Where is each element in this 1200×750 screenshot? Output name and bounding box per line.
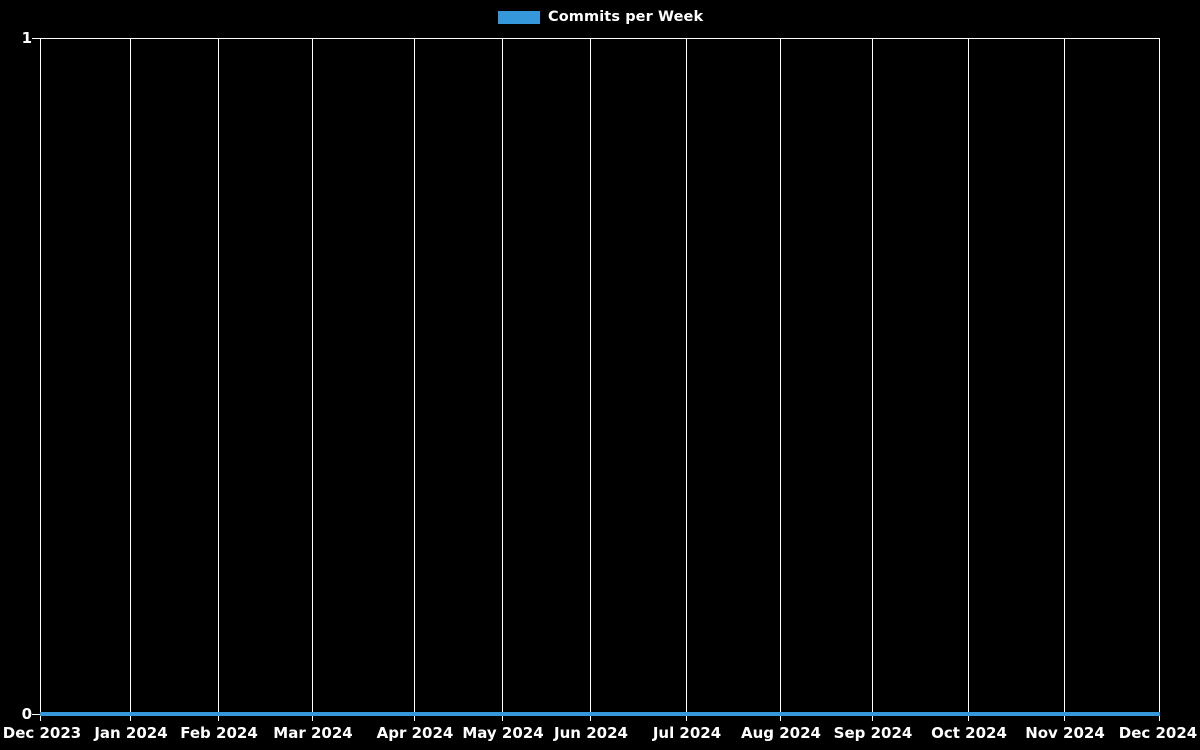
x-axis-tick-label-8: Aug 2024: [741, 724, 821, 742]
x-axis-tick-label-9: Sep 2024: [833, 724, 913, 742]
x-axis-tick-label-10: Oct 2024: [931, 724, 1007, 742]
x-axis-tick-1: [130, 714, 131, 721]
gridline-vertical-12: [1159, 38, 1160, 714]
gridline-vertical-2: [218, 38, 219, 714]
y-axis-tick-label-bottom: 0: [21, 705, 32, 723]
x-axis-tick-2: [218, 714, 219, 721]
gridline-vertical-7: [686, 38, 687, 714]
x-axis-tick-12: [1159, 714, 1160, 721]
x-axis-tick-6: [590, 714, 591, 721]
x-axis-tick-label-5: May 2024: [462, 724, 544, 742]
x-axis-labels: Dec 2023 Jan 2024 Feb 2024 Mar 2024 Apr …: [0, 726, 1200, 750]
x-axis-tick-label-12: Dec 2024: [1118, 724, 1198, 742]
x-axis-tick-9: [872, 714, 873, 721]
gridline-vertical-5: [502, 38, 503, 714]
gridline-vertical-11: [1064, 38, 1065, 714]
gridline-vertical-9: [872, 38, 873, 714]
x-axis-tick-label-11: Nov 2024: [1025, 724, 1105, 742]
series-line-commits-per-week: [40, 712, 1160, 716]
x-axis-tick-5: [502, 714, 503, 721]
y-axis-tick-label-top: 1: [21, 29, 32, 47]
x-axis-tick-label-1: Jan 2024: [94, 724, 168, 742]
y-axis-tick-mark-top: [32, 38, 40, 39]
x-axis-tick-3: [312, 714, 313, 721]
x-axis-tick-11: [1064, 714, 1065, 721]
x-axis-tick-label-0: Dec 2023: [2, 724, 82, 742]
x-axis-tick-8: [780, 714, 781, 721]
x-axis-tick-10: [968, 714, 969, 721]
gridline-vertical-6: [590, 38, 591, 714]
x-axis-tick-label-6: Jun 2024: [554, 724, 628, 742]
legend-swatch-icon: [498, 10, 540, 24]
y-axis-tick-mark-bottom: [32, 714, 40, 715]
gridline-vertical-4: [414, 38, 415, 714]
x-axis-tick-label-7: Jul 2024: [652, 724, 722, 742]
gridline-vertical-8: [780, 38, 781, 714]
x-axis-tick-4: [414, 714, 415, 721]
gridline-horizontal-top: [40, 38, 1160, 39]
gridline-vertical-0: [40, 38, 41, 714]
legend-label-commits-per-week: Commits per Week: [548, 8, 704, 25]
x-axis-tick-label-2: Feb 2024: [180, 724, 258, 742]
x-axis-tick-7: [686, 714, 687, 721]
x-axis-tick-0: [40, 714, 41, 721]
plot-area: [40, 38, 1160, 721]
x-axis-tick-label-3: Mar 2024: [273, 724, 353, 742]
gridline-vertical-1: [130, 38, 131, 714]
gridline-vertical-3: [312, 38, 313, 714]
chart-legend: Commits per Week: [498, 7, 703, 27]
x-axis-tick-label-4: Apr 2024: [376, 724, 454, 742]
gridline-vertical-10: [968, 38, 969, 714]
